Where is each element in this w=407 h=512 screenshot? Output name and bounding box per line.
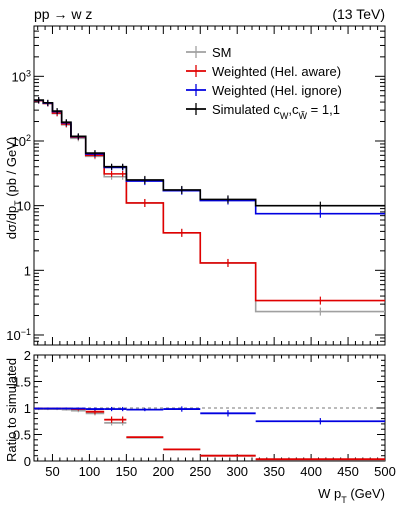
x-tick-label: 100 [79,464,101,479]
x-tick-label: 350 [263,464,285,479]
main-y-axis-title: dσ/dpT (pb / GeV) [4,137,23,239]
main-y-tick-label: 103 [12,68,31,84]
ratio-y-tick-label: 1.5 [13,375,31,390]
x-tick-label: 500 [374,464,396,479]
energy-label: (13 TeV) [332,6,385,22]
ratio-y-tick-label: 0.5 [13,428,31,443]
series-line-3 [34,99,385,207]
ratio-y-tick-label: 1 [24,401,31,416]
x-tick-label: 250 [189,464,211,479]
x-tick-label: 150 [116,464,138,479]
x-axis-title: W pT (GeV) [318,486,385,505]
ratio-y-tick-label: 2 [24,348,31,363]
process-label: pp → w z [34,6,92,22]
legend-label: Weighted (Hel. ignore) [212,83,342,98]
x-tick-label: 50 [45,464,59,479]
main-y-tick-label: 10 [17,199,31,214]
main-y-tick-label: 10−1 [6,327,31,343]
legend-label: Weighted (Hel. aware) [212,64,341,79]
main-y-tick-label: 1 [24,263,31,278]
ratio-y-axis-title: Ratio to simulated [4,358,19,462]
main-panel: 10−1 1 10 102 103 SM Weighted (Hel. aware) Weig… [6,25,386,346]
x-tick-label: 200 [152,464,174,479]
ratio-panel: 50 100 150 200 250 300 350 400 450 500 0 0.5 1 1.5 2 [13,348,396,479]
main-plot-frame [33,25,386,346]
x-tick-label: 450 [337,464,359,479]
legend-label: Simulated cW,cW̃ = 1,1 [212,102,340,121]
ratio-y-tick-label: 0 [24,454,31,469]
x-tick-label: 400 [300,464,322,479]
x-tick-label: 300 [226,464,248,479]
legend-label: SM [212,45,232,60]
main-y-tick-label: 102 [12,133,31,149]
